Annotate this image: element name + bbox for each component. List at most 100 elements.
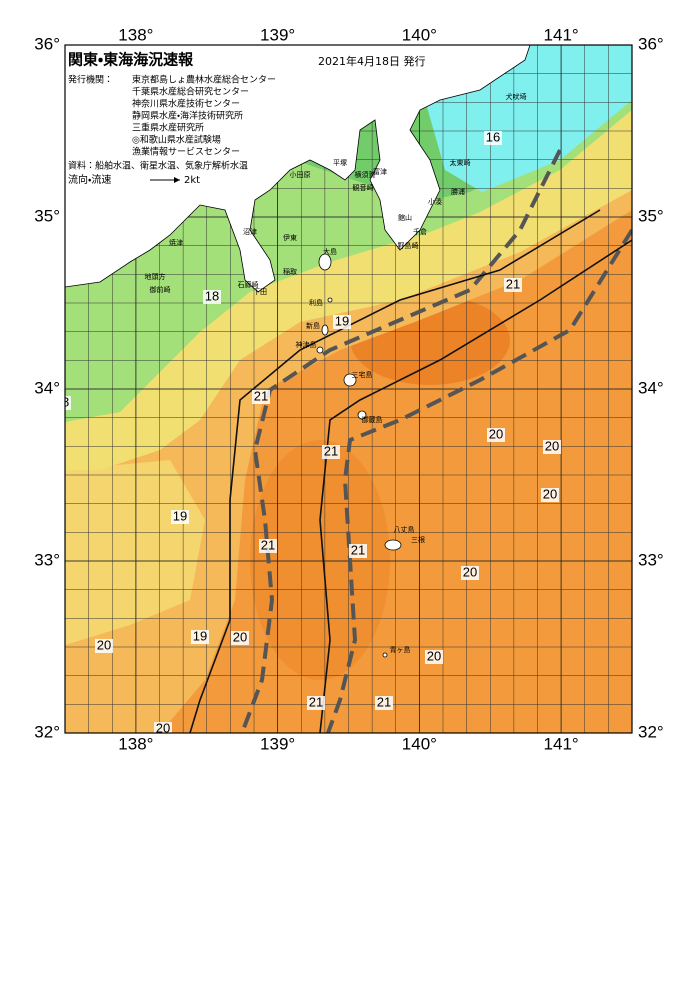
isotherm-label-box	[252, 390, 270, 404]
island	[318, 253, 332, 271]
place-name: 稲取	[283, 267, 297, 276]
isotherm-label-box	[425, 650, 443, 664]
isotherm-label-box	[171, 510, 189, 524]
place-name: 御前崎	[150, 285, 171, 294]
isotherm-label: 20	[543, 486, 557, 501]
place-name: 神津島	[296, 340, 317, 349]
isotherm-label: 20	[427, 648, 441, 663]
place-name: 太東崎	[450, 158, 471, 167]
isotherm-label-box	[487, 428, 505, 442]
isotherm-label: 21	[506, 276, 520, 291]
isotherm-label: 19	[335, 313, 349, 328]
island	[327, 297, 333, 303]
latitude-label: 33°	[638, 550, 664, 569]
current-legend: 流向・流速	[68, 173, 111, 186]
isotherm-label: 20	[463, 564, 477, 579]
latitude-label: 34°	[638, 378, 664, 397]
isotherm-label: 21	[254, 388, 268, 403]
sea-cool	[65, 460, 205, 645]
longitude-label: 141°	[544, 734, 579, 753]
isotherm-label: 21	[261, 537, 275, 552]
issue-date: 2021年4月18日 発行	[318, 54, 426, 68]
issuer-list: 東京都島しょ農林水産総合センター千葉県水産総合研究センター神奈川県水産技術センタ…	[132, 74, 276, 158]
latitude-label: 33°	[34, 550, 60, 569]
isotherm-label-box	[484, 131, 502, 145]
isotherm-label: 20	[233, 629, 247, 644]
current-axis	[326, 228, 632, 733]
latitude-label: 34°	[34, 378, 60, 397]
header: 関東・東海海況速報 2021年4月18日 発行 発行機関： 東京都島しょ農林水産…	[68, 51, 426, 187]
current-scale: 2kt	[184, 175, 200, 186]
issuer: 神奈川県水産技術センター	[132, 98, 240, 110]
isotherm-label: 19	[193, 628, 207, 643]
isotherm-label: 21	[351, 542, 365, 557]
isotherm-label-box	[333, 315, 351, 329]
place-name: 犬吠埼	[506, 92, 527, 101]
isotherm-label: 21	[309, 694, 323, 709]
place-name: 勝浦	[451, 187, 465, 196]
isotherm-label-box	[504, 278, 522, 292]
isotherm-label: 20	[489, 426, 503, 441]
place-name: 沼津	[243, 227, 257, 236]
place-name: 八丈島	[394, 525, 415, 534]
island	[384, 539, 402, 551]
islands	[316, 253, 402, 658]
isotherm-label-box	[191, 630, 209, 644]
island	[316, 346, 324, 354]
place-name: 地頭方	[145, 272, 166, 281]
isotherm	[319, 239, 632, 733]
land	[65, 45, 531, 293]
isotherm-label-box	[307, 696, 325, 710]
isotherm-label-box	[259, 539, 277, 553]
sea-warmest	[250, 440, 390, 680]
place-name: 新島	[306, 321, 320, 330]
island	[382, 652, 388, 658]
issuer: 漁業情報サービスセンター	[132, 146, 240, 158]
map-body: 16 18 19 21 21 21 20 20 20 19 21 21 20 19 20 20 20 21 21 20…	[65, 45, 632, 735]
place-name: 観音崎	[353, 183, 374, 192]
latitude-label: 35°	[638, 206, 664, 225]
isotherm-label-box	[461, 566, 479, 580]
map-frame	[64, 44, 633, 734]
longitude-label: 140°	[402, 734, 437, 753]
island	[343, 373, 357, 387]
place-name: 下田	[253, 288, 267, 296]
isotherm-label: 20	[545, 438, 559, 453]
place-name: 小田原	[290, 170, 311, 179]
isotherm-label: 20	[156, 720, 170, 735]
island	[321, 324, 329, 336]
isotherm-labels: 16 18 19 21 21 21 20 20 20 19 21 21 20 19 20 20 20 21 21 20…	[65, 129, 561, 735]
longitude-label: 141°	[544, 25, 579, 44]
isotherm-label-box	[543, 440, 561, 454]
isotherm-label: 20	[97, 637, 111, 652]
place-name: 平塚	[333, 158, 347, 167]
place-name: 富津	[373, 167, 387, 176]
place-name: 焼津	[169, 238, 183, 247]
issuer: 東京都島しょ農林水産総合センター	[132, 74, 276, 86]
place-name: 三宅島	[352, 370, 373, 379]
isotherm-label-box	[375, 696, 393, 710]
latitude-label: 36°	[34, 34, 60, 53]
longitude-label: 139°	[260, 734, 295, 753]
isotherm-label: 21	[377, 694, 391, 709]
isotherm-label-box	[95, 639, 113, 653]
longitude-label: 139°	[260, 25, 295, 44]
coordinate-labels: 138° 138° 139° 139° 140° 140° 141° 141° 36° 36° 35…	[34, 25, 663, 753]
place-name: 横須賀	[355, 170, 376, 179]
latitude-label: 32°	[34, 722, 60, 741]
longitude-label: 138°	[118, 25, 153, 44]
isotherm-label: 21	[324, 443, 338, 458]
title: 関東・東海海況速報	[68, 51, 194, 69]
place-name: 伊東	[283, 233, 297, 242]
issuer: 三重県水産研究所	[132, 122, 204, 134]
issuer: 千葉県水産総合研究センター	[132, 86, 249, 98]
issuer: 静岡県水産・海洋技術研究所	[132, 110, 243, 122]
isotherm-label-box	[322, 445, 340, 459]
place-name: 野島崎	[398, 241, 419, 250]
isotherm-label-box	[231, 631, 249, 645]
place-name: 御蔵島	[362, 415, 383, 424]
longitude-label: 140°	[402, 25, 437, 44]
latitude-label: 36°	[638, 34, 664, 53]
